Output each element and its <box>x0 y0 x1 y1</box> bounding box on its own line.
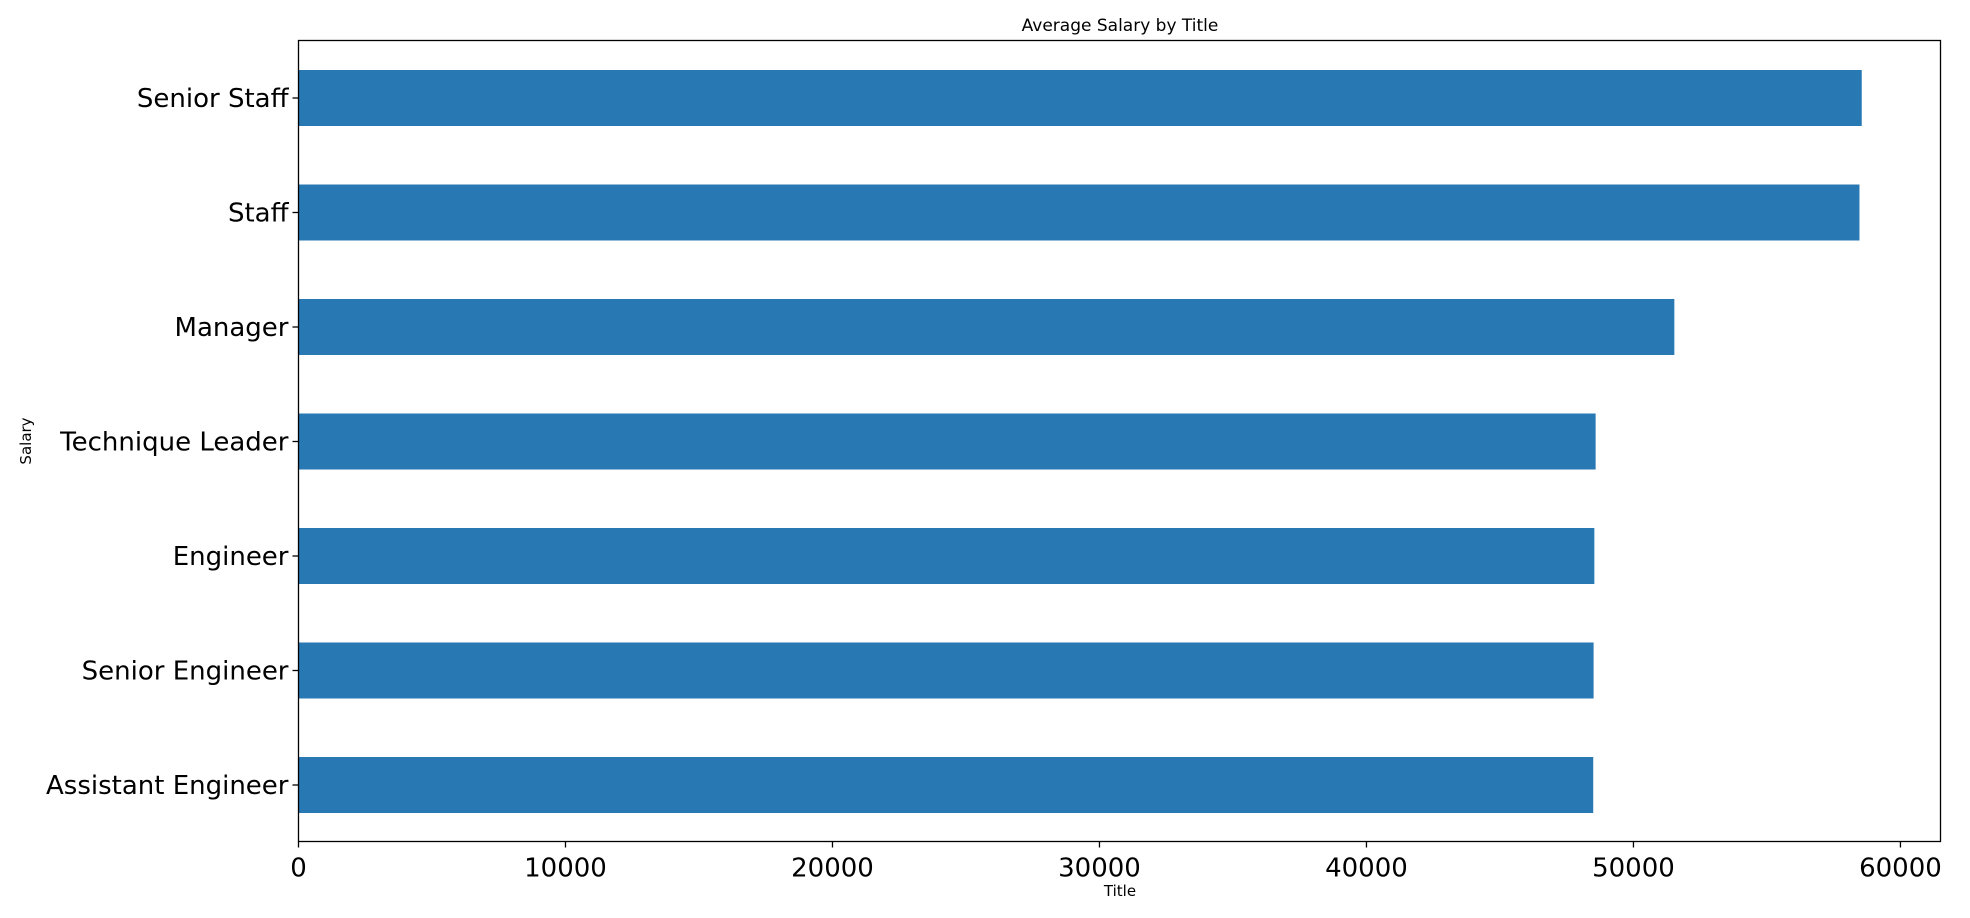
y-axis-label: Salary <box>17 417 35 464</box>
x-tick-label: 50000 <box>1592 854 1675 884</box>
y-tick-label: Senior Engineer <box>82 657 289 687</box>
bar-staff <box>298 184 1860 241</box>
bar-senior-engineer <box>298 642 1594 699</box>
x-tick-label: 30000 <box>1058 854 1141 884</box>
y-tick-label: Technique Leader <box>59 428 289 458</box>
x-tick-label: 60000 <box>1859 854 1942 884</box>
x-tick-label: 10000 <box>524 854 607 884</box>
plot-frame <box>297 39 1942 843</box>
x-axis-label: Title <box>1103 882 1136 900</box>
y-tick-label: Assistant Engineer <box>46 771 289 801</box>
y-tick-label: Staff <box>228 199 290 229</box>
x-tick-label: 40000 <box>1325 854 1408 884</box>
bar-technique-leader <box>298 413 1596 470</box>
bars-group <box>298 70 1862 813</box>
x-tick-label: 0 <box>290 854 307 884</box>
bar-senior-staff <box>298 70 1862 126</box>
y-tick-label: Manager <box>175 313 289 343</box>
bar-engineer <box>298 528 1595 584</box>
bar-manager <box>298 299 1675 355</box>
y-tick-label: Engineer <box>173 542 289 572</box>
x-axis-ticks: 0 10000 20000 30000 40000 50000 60000 <box>290 841 1942 884</box>
bar-assistant-engineer <box>298 757 1594 813</box>
y-axis-ticks: Senior Staff Staff Manager Technique Leader… <box>46 84 299 801</box>
x-tick-label: 20000 <box>791 854 874 884</box>
y-tick-label: Senior Staff <box>137 84 290 114</box>
chart-title: Average Salary by Title <box>1022 16 1219 36</box>
